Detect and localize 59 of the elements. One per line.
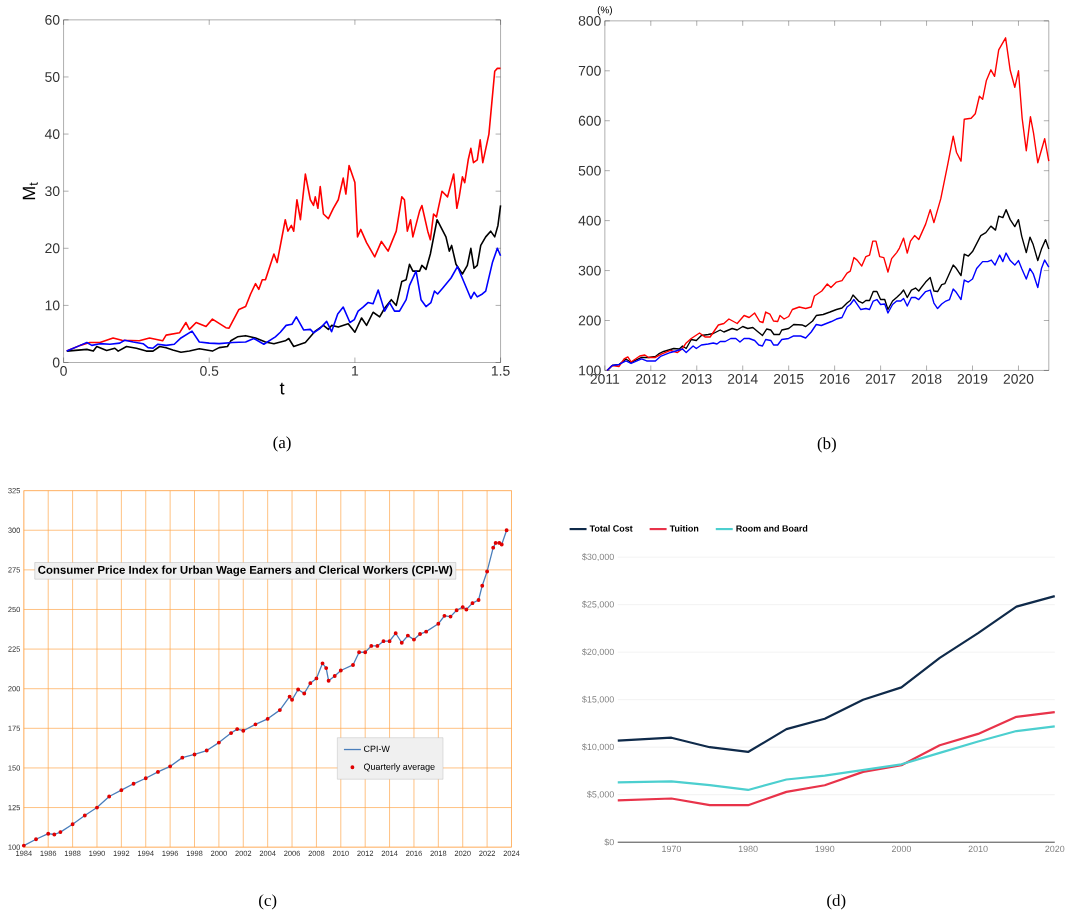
legend-label: Total Cost	[589, 525, 633, 532]
y-tick-label: 300	[578, 265, 601, 276]
y-tick-label: 500	[578, 165, 601, 176]
x-tick-label: 2011	[590, 374, 620, 384]
y-tick-label: 10	[45, 300, 60, 311]
y-tick-label: $0	[604, 838, 614, 847]
y-tick-label: 100	[579, 365, 601, 376]
line-series	[616, 711, 1056, 807]
y-tick-label: $25,000	[582, 600, 614, 609]
legend-label: Quarterly average	[363, 763, 435, 772]
x-tick-label: 2014	[727, 374, 758, 384]
x-tick-label: 1.5	[491, 366, 510, 376]
x-tick-label: 2010	[968, 845, 988, 853]
x-tick-label: 2012	[636, 374, 666, 384]
x-tick-label: 1990	[815, 845, 835, 853]
line-series	[65, 247, 502, 353]
legend-label: CPI-W	[363, 745, 390, 753]
y-tick-label: $20,000	[582, 648, 614, 657]
y-tick-label: 400	[578, 215, 601, 226]
y-tick-label: 30	[45, 186, 60, 197]
y-tick-label: $10,000	[582, 743, 614, 752]
text: (d)	[827, 894, 846, 910]
x-tick-label: 2015	[773, 374, 804, 384]
x-tick-label: 0.5	[200, 366, 219, 377]
y-tick-label: 0	[52, 357, 60, 368]
line-series	[616, 595, 1056, 754]
line-series	[65, 204, 502, 354]
text: (c)	[259, 894, 277, 910]
legend-label: Room and Board	[736, 525, 808, 532]
y-tick-label: 600	[578, 115, 601, 126]
y-tick-label: 700	[578, 66, 601, 76]
y-tick-label: $5,000	[587, 791, 614, 799]
x-tick-label: 1970	[662, 845, 682, 853]
y-tick-label: $30,000	[582, 553, 614, 562]
x-tick-label: 1	[352, 366, 359, 376]
y-tick-label: 200	[578, 315, 601, 326]
x-tick-label: 2016	[819, 374, 850, 384]
legend-label: Tuition	[669, 525, 699, 532]
y-tick-label: 800	[578, 16, 601, 26]
x-axis-title: t	[279, 382, 285, 395]
text: (b)	[817, 437, 836, 453]
y-tick-label: 40	[44, 129, 60, 140]
y-tick-label: 20	[45, 243, 60, 254]
text: (a)	[273, 436, 291, 452]
x-tick-label: 2017	[865, 374, 896, 384]
y-tick-label: $15,000	[582, 695, 614, 704]
x-tick-label: 2020	[1003, 374, 1034, 384]
x-tick-label: 2013	[682, 374, 712, 384]
y-axis-title: M$_{t}$	[22, 182, 38, 200]
x-tick-label: 0	[60, 366, 67, 377]
text: Consumer Price Index for Urban Wage Earners and Clerical Workers (CPI-W)	[38, 565, 453, 577]
x-tick-label: 2000	[891, 845, 912, 853]
y-tick-label: 60	[45, 15, 60, 25]
y-tick-label: 50	[45, 72, 60, 83]
x-tick-label: 2020	[1045, 845, 1065, 853]
x-tick-label: 2018	[911, 374, 942, 384]
x-tick-label: 2019	[957, 374, 988, 384]
x-tick-label: 1980	[738, 845, 758, 853]
y-axis-title: (%)	[597, 6, 612, 16]
